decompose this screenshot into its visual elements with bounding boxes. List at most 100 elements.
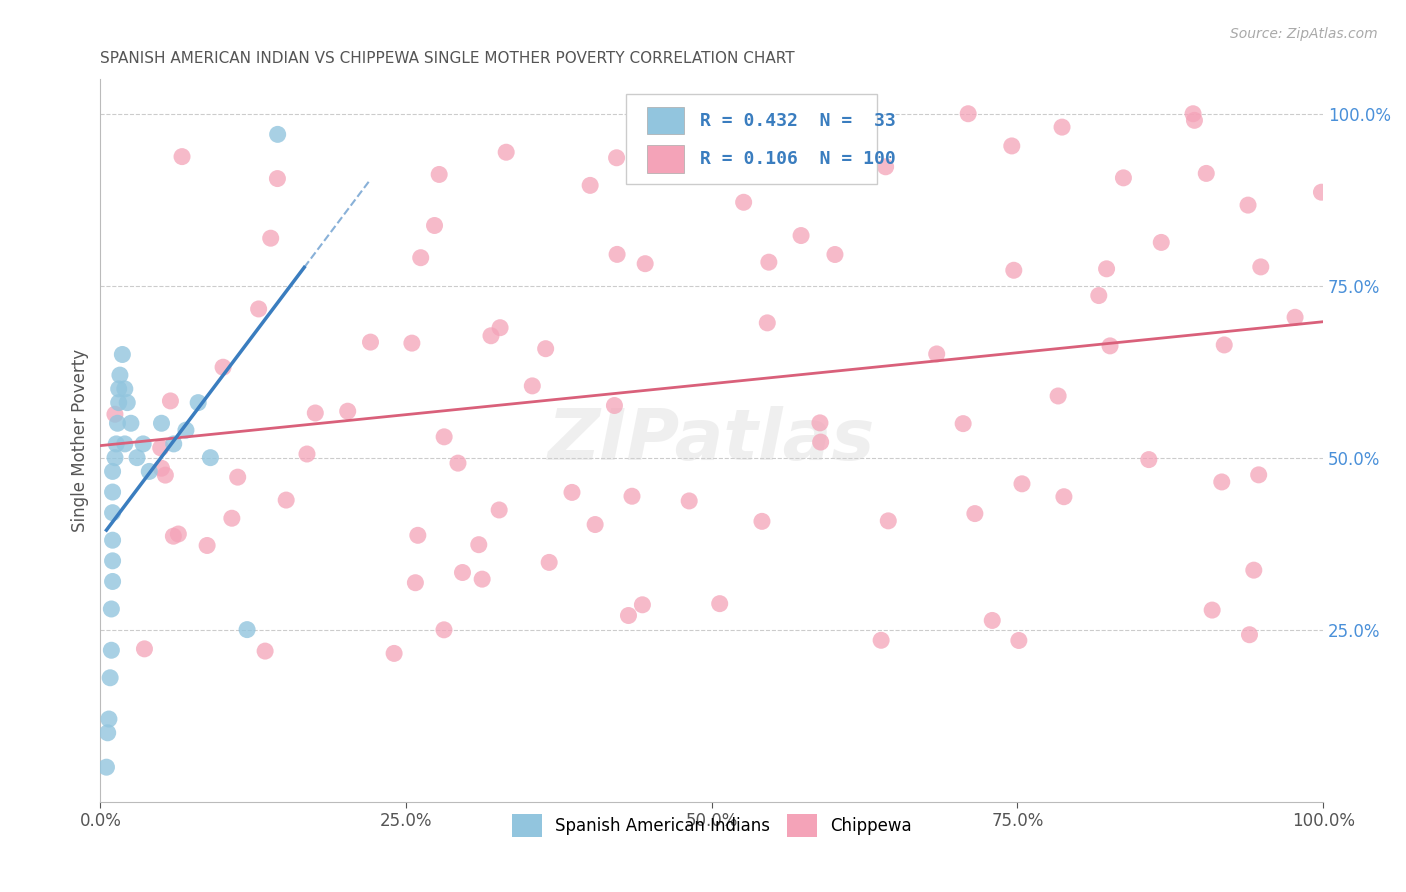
Point: [433, 430, 456, 444]
Point: [266, 171, 288, 186]
Point: [101, 533, 124, 548]
Point: [167, 527, 190, 541]
Point: [1087, 288, 1109, 302]
Point: [187, 395, 209, 409]
Point: [1112, 170, 1135, 185]
Point: [104, 450, 127, 465]
Point: [111, 347, 134, 361]
Point: [808, 416, 831, 430]
Text: R = 0.106  N = 100: R = 0.106 N = 100: [700, 150, 896, 168]
Point: [174, 423, 197, 437]
Point: [134, 641, 156, 656]
Legend: Spanish American Indians, Chippewa: Spanish American Indians, Chippewa: [505, 807, 918, 844]
Point: [101, 464, 124, 478]
Point: [100, 643, 122, 657]
Point: [360, 335, 382, 350]
Point: [1150, 235, 1173, 250]
Point: [1284, 310, 1306, 325]
Point: [98, 671, 121, 685]
Point: [406, 528, 429, 542]
Point: [254, 644, 277, 658]
Point: [101, 506, 124, 520]
Point: [276, 493, 298, 508]
Point: [606, 247, 628, 261]
Point: [101, 554, 124, 568]
Point: [401, 336, 423, 351]
Point: [963, 507, 986, 521]
Point: [495, 145, 517, 160]
Point: [1239, 628, 1261, 642]
Text: SPANISH AMERICAN INDIAN VS CHIPPEWA SINGLE MOTHER POVERTY CORRELATION CHART: SPANISH AMERICAN INDIAN VS CHIPPEWA SING…: [100, 51, 794, 66]
Point: [162, 529, 184, 543]
Point: [758, 255, 780, 269]
Point: [120, 417, 142, 431]
Point: [790, 228, 813, 243]
Point: [875, 160, 897, 174]
Point: [423, 219, 446, 233]
Point: [138, 464, 160, 478]
Point: [170, 150, 193, 164]
Point: [236, 623, 259, 637]
Point: [643, 143, 665, 157]
Point: [1211, 475, 1233, 489]
Point: [925, 347, 948, 361]
Point: [195, 539, 218, 553]
Point: [1247, 467, 1270, 482]
Point: [125, 450, 148, 465]
Point: [824, 247, 846, 261]
FancyBboxPatch shape: [647, 107, 683, 134]
Point: [488, 503, 510, 517]
Text: Source: ZipAtlas.com: Source: ZipAtlas.com: [1230, 27, 1378, 41]
Point: [1213, 338, 1236, 352]
Point: [336, 404, 359, 418]
Point: [870, 633, 893, 648]
Point: [150, 461, 173, 475]
Point: [100, 602, 122, 616]
Point: [538, 555, 561, 569]
Point: [260, 231, 283, 245]
Point: [105, 437, 128, 451]
Point: [117, 395, 139, 409]
Point: [451, 566, 474, 580]
FancyBboxPatch shape: [626, 94, 877, 184]
Point: [1237, 198, 1260, 212]
Point: [617, 608, 640, 623]
Point: [877, 514, 900, 528]
Point: [1201, 603, 1223, 617]
Point: [427, 168, 450, 182]
Point: [295, 447, 318, 461]
Point: [1310, 185, 1333, 199]
Point: [583, 517, 606, 532]
Point: [1095, 261, 1118, 276]
Point: [108, 368, 131, 383]
Point: [1137, 452, 1160, 467]
Point: [149, 441, 172, 455]
Point: [468, 538, 491, 552]
Point: [522, 379, 544, 393]
Point: [952, 417, 974, 431]
Point: [1050, 120, 1073, 135]
Point: [603, 399, 626, 413]
Point: [631, 598, 654, 612]
Point: [101, 574, 124, 589]
Point: [1184, 113, 1206, 128]
Point: [1182, 107, 1205, 121]
Point: [97, 726, 120, 740]
Point: [382, 647, 405, 661]
Point: [579, 178, 602, 193]
Text: ZIPatlas: ZIPatlas: [548, 406, 876, 475]
Point: [479, 328, 502, 343]
Point: [107, 382, 129, 396]
Point: [957, 107, 980, 121]
Point: [1047, 389, 1070, 403]
Point: [433, 623, 456, 637]
Point: [96, 760, 118, 774]
Point: [200, 450, 222, 465]
Point: [226, 470, 249, 484]
Point: [107, 395, 129, 409]
Point: [304, 406, 326, 420]
Y-axis label: Single Mother Poverty: Single Mother Poverty: [72, 349, 89, 532]
Point: [1250, 260, 1272, 274]
Point: [644, 107, 666, 121]
Point: [810, 435, 832, 450]
